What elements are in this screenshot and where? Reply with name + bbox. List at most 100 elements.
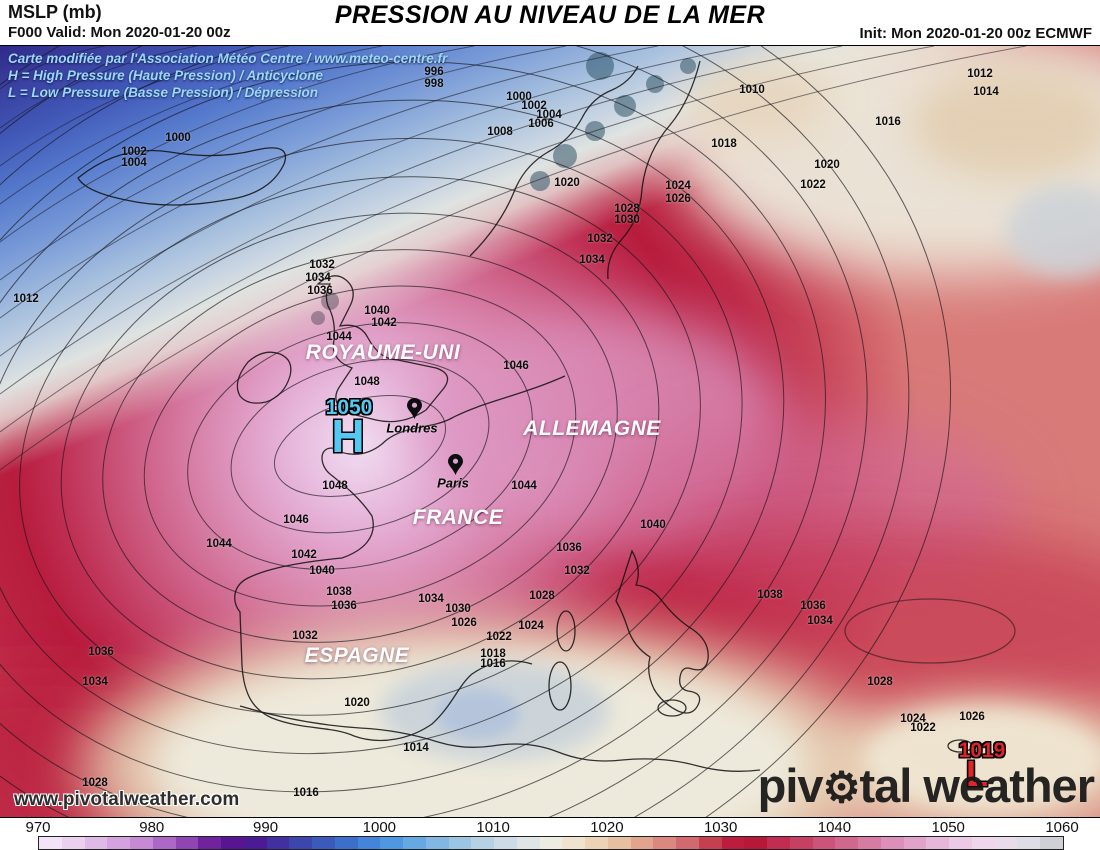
- contour-label: 1024: [518, 620, 544, 632]
- colorbar-segment: [175, 837, 199, 849]
- contour-label: 1030: [445, 603, 471, 615]
- colorbar-segment: [744, 837, 767, 849]
- contour-label: 1012: [13, 293, 39, 305]
- pressure-colorbar: 970 980 990 1000 1010 1020 1030 1040 1050 1060: [0, 818, 1100, 850]
- colorbar-tick-label: 1060: [1045, 819, 1079, 836]
- pressure-center-value: 1019: [958, 739, 1006, 762]
- colorbar-segment: [585, 837, 608, 849]
- isobar-rings: [0, 46, 951, 817]
- contour-label: 998: [424, 78, 444, 90]
- colorbar-segment: [289, 837, 312, 849]
- gear-icon: ⚙: [822, 764, 861, 811]
- map-pin-icon: [447, 454, 463, 475]
- pressure-field-svg: [0, 46, 1100, 817]
- contour-label: 1036: [331, 600, 357, 612]
- colorbar-segment: [812, 837, 836, 849]
- contour-label: 1028: [614, 203, 640, 215]
- colorbar-segment: [903, 837, 927, 849]
- contour-label: 1046: [283, 514, 309, 526]
- contour-label: 1010: [739, 84, 765, 96]
- pressure-center-value: 1050: [325, 396, 373, 419]
- contour-label: 1026: [451, 617, 477, 629]
- contour-label: 1048: [322, 480, 348, 492]
- colorbar-segment: [516, 837, 540, 849]
- colorbar-segment: [494, 837, 517, 849]
- credit-line-high: H = High Pressure (Haute Pression) / Ant…: [8, 68, 323, 83]
- colorbar-segment: [448, 837, 472, 849]
- contour-label: 1000: [506, 91, 532, 103]
- contour-label: 1014: [403, 742, 429, 754]
- contour-label: 1008: [487, 126, 513, 138]
- credit-line-low: L = Low Pressure (Basse Pression) / Dépr…: [8, 85, 318, 100]
- contour-label: 1020: [814, 159, 840, 171]
- contour-label: 1048: [354, 376, 380, 388]
- contour-label: 1012: [967, 68, 993, 80]
- map-annotations: 996 998 1000 1002 1004 1006 1008 1010 1000 1002 10…: [0, 46, 1100, 817]
- contour-label: 1036: [88, 646, 114, 658]
- contour-label: 1004: [536, 109, 562, 121]
- colorbar-segment: [721, 837, 745, 849]
- contour-label: 1030: [614, 214, 640, 226]
- colorbar-segment: [380, 837, 403, 849]
- contour-label: 1032: [564, 565, 590, 577]
- contour-label: 1034: [807, 615, 833, 627]
- contour-label: 1000: [165, 132, 191, 144]
- colorbar-segment: [971, 837, 995, 849]
- colorbar-segment: [61, 837, 85, 849]
- header: MSLP (mb) F000 Valid: Mon 2020-01-20 00z…: [0, 0, 1100, 45]
- contour-label: 1004: [121, 157, 147, 169]
- colorbar-segment: [221, 837, 244, 849]
- contour-label: 1020: [554, 177, 580, 189]
- colorbar-tick-label: 1050: [931, 819, 965, 836]
- colorbar-ticks: 970 980 990 1000 1010 1020 1030 1040 1050 1060: [0, 819, 1100, 836]
- colorbar-segment: [107, 837, 130, 849]
- colorbar-tick-label: 1000: [362, 819, 397, 836]
- contour-label: 1024: [665, 180, 691, 192]
- colorbar-tick-label: 990: [253, 819, 279, 836]
- colorbar-segment: [425, 837, 449, 849]
- contour-label: 1034: [305, 272, 331, 284]
- colorbar-segment: [653, 837, 676, 849]
- city-label: Londres: [386, 420, 438, 436]
- colorbar-segment: [949, 837, 972, 849]
- colorbar-segment: [357, 837, 381, 849]
- region-label: ROYAUME-UNI: [305, 341, 461, 364]
- contour-label: 1034: [418, 593, 444, 605]
- contour-label: 1028: [82, 777, 108, 789]
- coastlines: [77, 60, 1016, 772]
- valid-time-label: F000 Valid: Mon 2020-01-20 00z: [8, 24, 231, 41]
- map-pin-icon: [406, 398, 422, 419]
- contour-label: 1038: [757, 589, 783, 601]
- region-label: ESPAGNE: [304, 644, 410, 667]
- colorbar-tick-label: 1010: [476, 819, 510, 836]
- contour-label: 1022: [486, 631, 512, 643]
- colorbar-scale: [38, 836, 1064, 850]
- contour-label: 1026: [665, 193, 691, 205]
- contour-label: 1038: [326, 586, 352, 598]
- contour-label: 1016: [875, 116, 901, 128]
- init-time-label: Init: Mon 2020-01-20 00z ECMWF: [859, 25, 1092, 42]
- colorbar-segment: [880, 837, 904, 849]
- contour-label: 1040: [309, 565, 335, 577]
- colorbar-segment: [334, 837, 358, 849]
- colorbar-segment: [789, 837, 813, 849]
- contour-label: 1016: [293, 787, 319, 799]
- isobar-lines-nw: [0, 46, 1027, 471]
- colorbar-segment: [630, 837, 654, 849]
- city-label: Paris: [437, 475, 469, 491]
- colorbar-tick-label: 1030: [703, 819, 738, 836]
- credit-line-source: Carte modifiée par l'Association Météo C…: [8, 51, 448, 66]
- colorbar-tick-label: 970: [25, 819, 51, 836]
- contour-label: 1044: [206, 538, 232, 550]
- colorbar-segment: [607, 837, 631, 849]
- pivotal-weather-logo: piv⚙tal weather: [758, 758, 1095, 813]
- contour-label: 1044: [326, 331, 352, 343]
- colorbar-segment: [266, 837, 290, 849]
- region-label: ALLEMAGNE: [523, 417, 661, 440]
- colorbar-segment: [698, 837, 722, 849]
- colorbar-segment: [562, 837, 585, 849]
- contour-label: 1032: [587, 233, 613, 245]
- credit-overlay: Carte modifiée par l'Association Météo C…: [8, 50, 447, 101]
- colorbar-tick-label: 1040: [817, 819, 852, 836]
- contour-label: 1034: [579, 254, 605, 266]
